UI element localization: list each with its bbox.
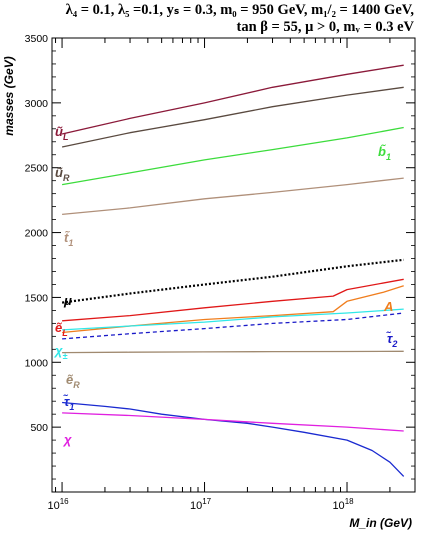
series-line xyxy=(62,177,404,216)
series-line xyxy=(61,126,404,186)
x-axis-label: M_in (GeV) xyxy=(349,516,412,530)
series-line xyxy=(61,64,404,135)
chart-header-line-2: tan β = 55, μ > 0, mᵥ = 0.3 eV xyxy=(236,19,415,35)
y-tick-label: 2500 xyxy=(25,163,49,175)
curve-label: μ xyxy=(63,293,72,308)
curve-label: τ̃1 xyxy=(62,394,74,412)
y-tick-label: 2000 xyxy=(25,228,49,240)
x-tick-label: 1016 xyxy=(47,497,69,512)
chart-header-line-1: λ₄ = 0.1, λ₅ =0.1, yₛ = 0.3, m₀ = 950 Ge… xyxy=(65,2,414,18)
series-line xyxy=(62,401,405,477)
curve-label: τ̃2 xyxy=(385,331,397,349)
series-line xyxy=(62,312,404,340)
series-line xyxy=(62,308,404,331)
curve-label: ẽL xyxy=(55,320,68,338)
curve-label: b̃1 xyxy=(378,144,391,162)
y-tick-label: 3500 xyxy=(25,33,49,45)
x-tick-label: 1017 xyxy=(190,497,212,512)
curve-label: t̃1 xyxy=(64,230,73,248)
series-line xyxy=(61,258,404,304)
curve-label: ũL xyxy=(55,124,68,142)
y-tick-label: 500 xyxy=(30,422,48,434)
x-tick-label: 1018 xyxy=(332,497,354,512)
curve-label: ũR xyxy=(55,165,70,183)
series-line xyxy=(61,86,404,148)
series-line xyxy=(62,285,404,334)
series-line xyxy=(62,278,404,322)
y-tick-label: 1000 xyxy=(25,357,49,369)
plot-frame xyxy=(51,37,416,493)
curve-label: ẽR xyxy=(66,372,80,390)
curve-label: A xyxy=(383,299,393,314)
curve-label: χ xyxy=(62,432,72,447)
y-tick-label: 3000 xyxy=(25,98,49,110)
series-line xyxy=(62,412,404,432)
series-line xyxy=(62,350,404,354)
curve-label: χ± xyxy=(53,343,68,361)
y-tick-label: 1500 xyxy=(25,292,49,304)
y-axis-label: masses (GeV) xyxy=(2,56,16,135)
